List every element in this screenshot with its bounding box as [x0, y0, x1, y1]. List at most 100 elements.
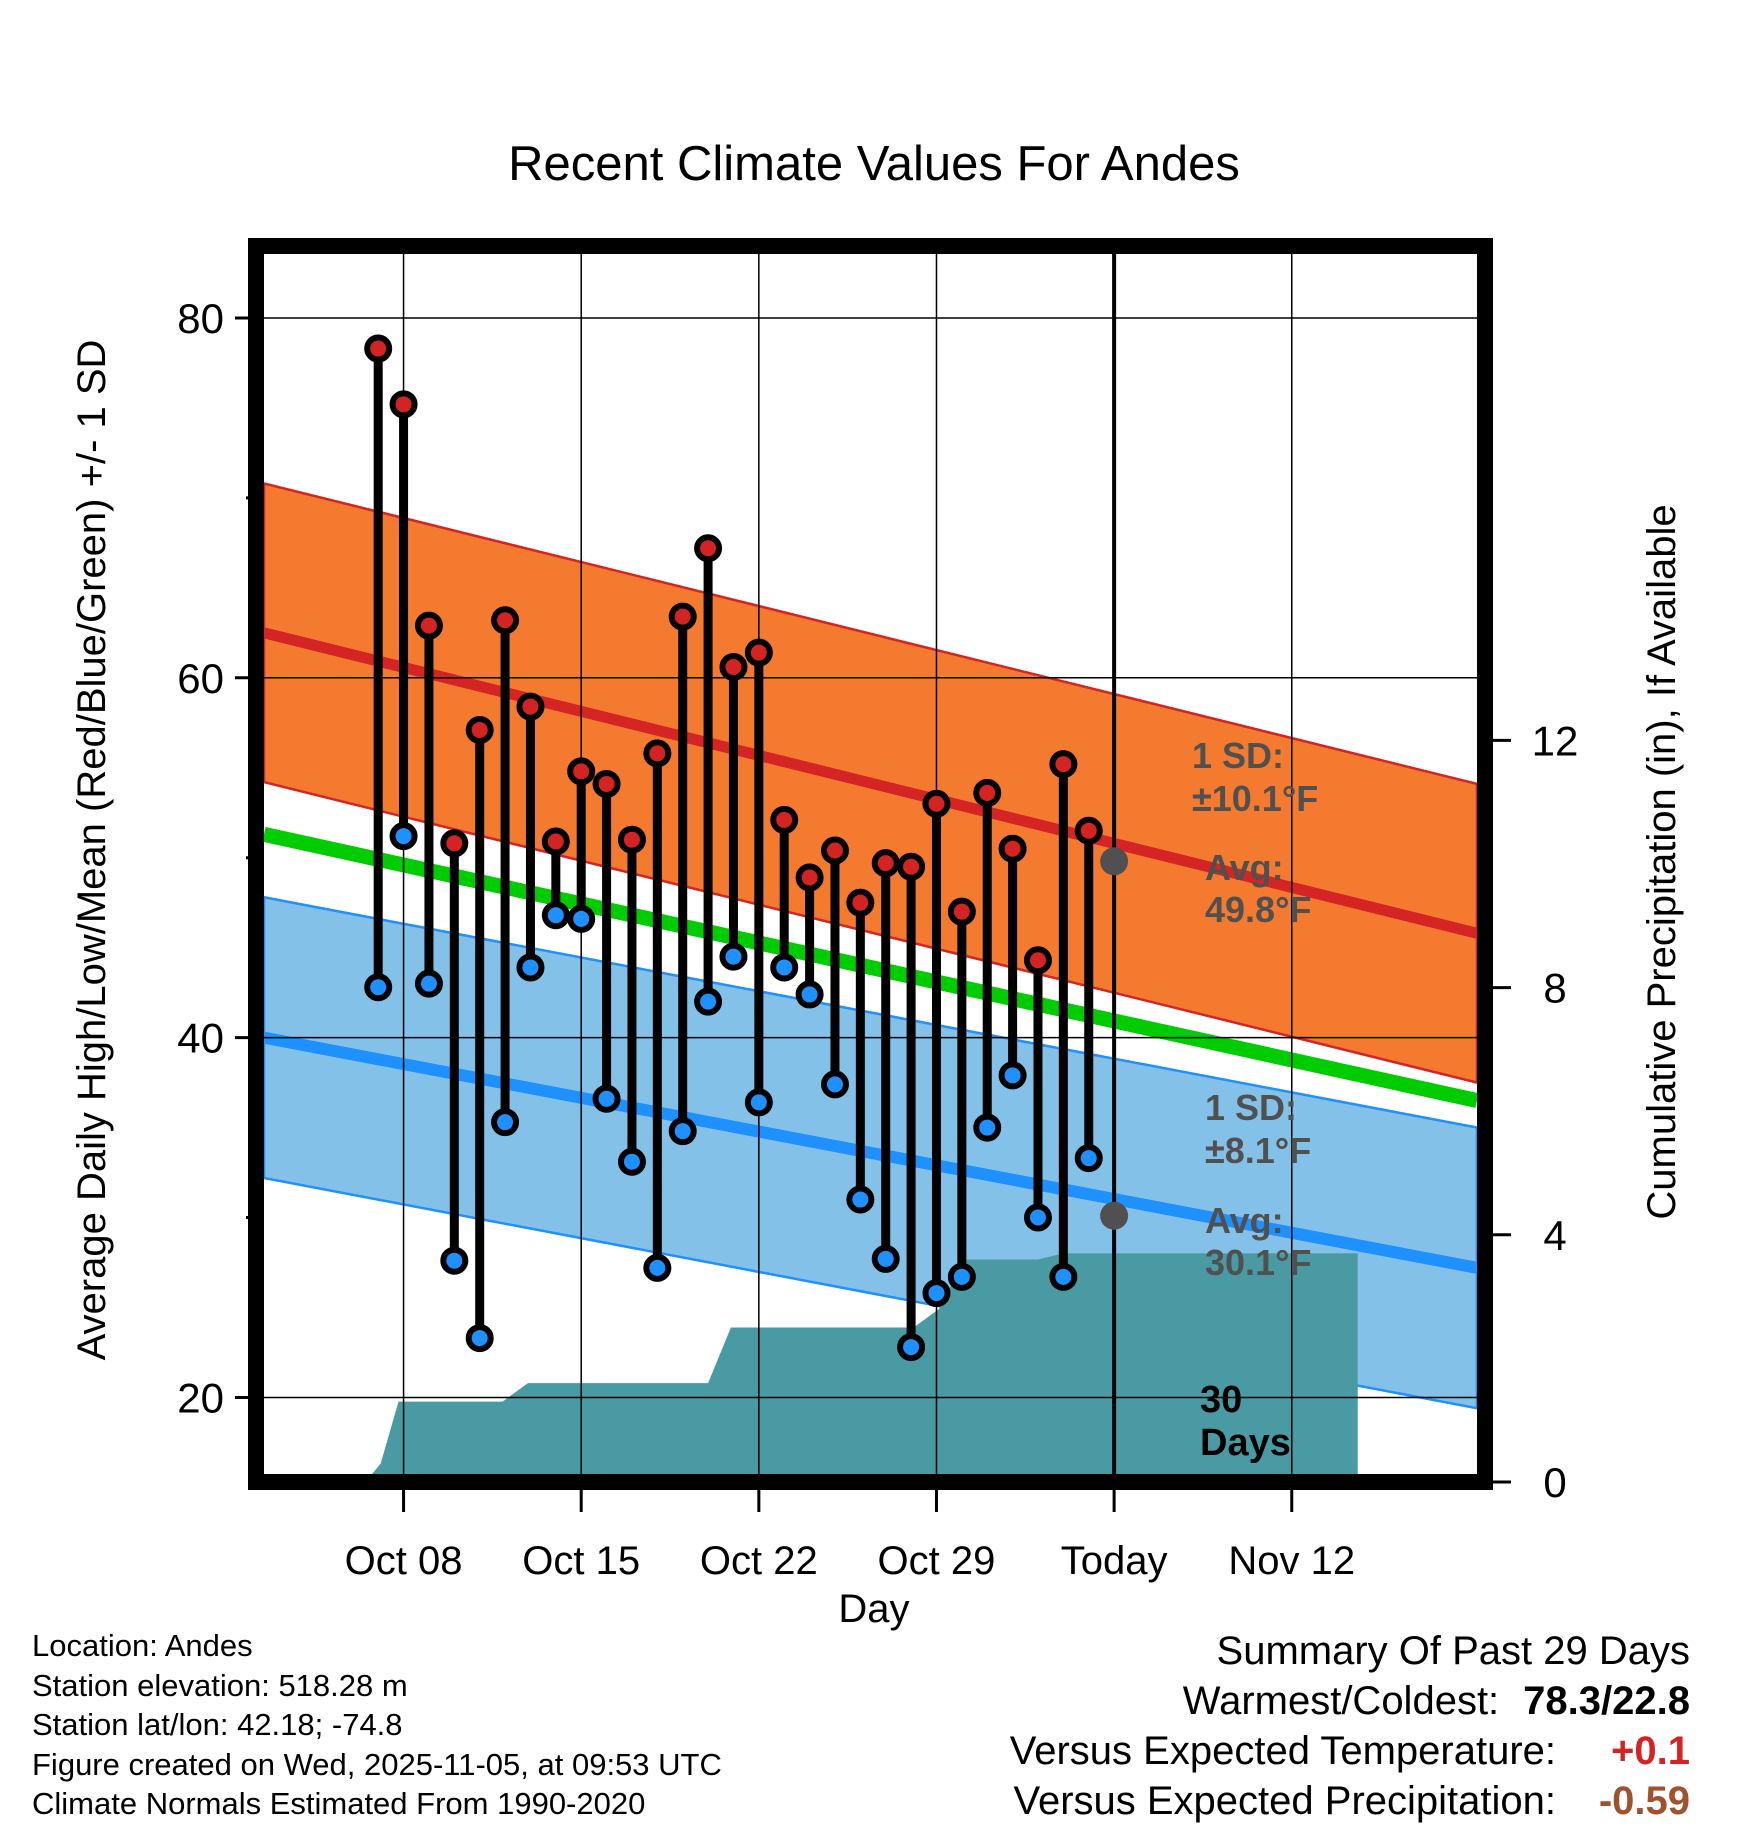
daily-high-point	[516, 692, 545, 721]
daily-high-point	[364, 334, 393, 363]
daily-low-point	[1074, 1144, 1103, 1173]
warmest-row: Warmest/Coldest: 78.3/22.8	[1010, 1676, 1690, 1726]
summary-heading: Summary Of Past 29 Days	[1216, 1629, 1690, 1673]
high-sd-value: ±10.1°F	[1192, 778, 1318, 819]
daily-low-point	[947, 1262, 976, 1291]
daily-low-point	[770, 953, 799, 982]
location-text: Location: Andes	[32, 1628, 253, 1663]
daily-high-point	[795, 863, 824, 892]
plot-frame	[248, 238, 1493, 1490]
precip-label: Versus Expected Precipitation:	[1013, 1779, 1556, 1823]
daily-low-point	[744, 1088, 773, 1117]
daily-high-point	[617, 825, 646, 854]
low-sd-label: 1 SD:	[1205, 1087, 1297, 1128]
daily-high-point	[389, 390, 418, 419]
daily-low-point	[922, 1279, 951, 1308]
y2-tick-label: 4	[1543, 1212, 1566, 1259]
temp-row: Versus Expected Temperature: +0.1	[1010, 1726, 1690, 1776]
daily-high-point	[770, 805, 799, 834]
daily-high-point	[440, 829, 469, 858]
normal-low-line	[264, 1031, 1477, 1274]
daily-low-point	[973, 1113, 1002, 1142]
y2-tick-label: 0	[1543, 1459, 1566, 1506]
normals-text: Climate Normals Estimated From 1990-2020	[32, 1786, 646, 1821]
y-tick-label: 20	[177, 1374, 224, 1421]
daily-low-point	[440, 1246, 469, 1275]
daily-low-point	[998, 1061, 1027, 1090]
station-info: Location: Andes Station elevation: 518.2…	[32, 1626, 722, 1824]
daily-low-point	[897, 1333, 926, 1362]
daily-low-point	[795, 980, 824, 1009]
daily-low-point	[389, 822, 418, 851]
period-unit: Days	[1200, 1422, 1291, 1464]
high-avg-value: 49.8°F	[1205, 889, 1311, 930]
x-tick-label: Oct 15	[522, 1539, 640, 1583]
y-axis-label: Average Daily High/Low/Mean (Red/Blue/Gr…	[70, 340, 114, 1361]
daily-high-point	[567, 757, 596, 786]
daily-high-point	[846, 888, 875, 917]
daily-high-point	[465, 715, 494, 744]
y2-tick-label: 8	[1543, 965, 1566, 1012]
daily-low-point	[719, 942, 748, 971]
daily-low-point	[592, 1084, 621, 1113]
daily-low-point	[617, 1147, 646, 1176]
y-tick-label: 60	[177, 655, 224, 702]
y2-tick-label: 12	[1532, 717, 1579, 764]
x-tick-label: Oct 22	[700, 1539, 818, 1583]
high-sd-label: 1 SD:	[1192, 735, 1284, 776]
daily-low-point	[491, 1108, 520, 1137]
summary-panel: Summary Of Past 29 Days Warmest/Coldest:…	[1010, 1626, 1690, 1826]
latlon-text: Station lat/lon: 42.18; -74.8	[32, 1707, 403, 1742]
today-low-avg-marker	[1100, 1201, 1129, 1230]
period-number: 30	[1200, 1379, 1242, 1421]
daily-low-point	[516, 953, 545, 982]
high-avg-label: Avg:	[1205, 847, 1284, 888]
x-tick-label: Today	[1061, 1539, 1168, 1583]
daily-low-point	[364, 973, 393, 1002]
daily-high-point	[694, 534, 723, 563]
daily-high-point	[1049, 750, 1078, 779]
daily-high-point	[719, 652, 748, 681]
daily-high-point	[1023, 946, 1052, 975]
daily-high-point	[668, 602, 697, 631]
normal-high-line	[264, 627, 1477, 939]
daily-high-point	[897, 852, 926, 881]
daily-high-point	[922, 789, 951, 818]
daily-low-point	[1049, 1262, 1078, 1291]
daily-high-point	[491, 606, 520, 635]
daily-high-point	[592, 769, 621, 798]
daily-low-point	[465, 1324, 494, 1353]
today-high-avg-marker	[1100, 847, 1129, 876]
daily-low-point	[820, 1070, 849, 1099]
temp-label: Versus Expected Temperature:	[1009, 1729, 1556, 1773]
daily-high-point	[820, 836, 849, 865]
x-tick-label: Oct 29	[878, 1539, 996, 1583]
daily-high-point	[871, 849, 900, 878]
created-text: Figure created on Wed, 2025-11-05, at 09…	[32, 1746, 722, 1782]
daily-low-point	[694, 987, 723, 1016]
daily-high-point	[541, 827, 570, 856]
normal-mean-line	[264, 826, 1477, 1108]
daily-high-point	[414, 611, 443, 640]
y-tick-label: 80	[177, 295, 224, 342]
daily-high-point	[1074, 816, 1103, 845]
precip-row: Versus Expected Precipitation: -0.59	[1010, 1776, 1690, 1826]
daily-low-point	[414, 969, 443, 998]
warmest-label: Warmest/Coldest:	[1182, 1679, 1500, 1723]
x-tick-label: Oct 08	[345, 1539, 463, 1583]
elevation-text: Station elevation: 518.28 m	[32, 1667, 408, 1703]
daily-high-point	[998, 834, 1027, 863]
daily-low-point	[668, 1117, 697, 1146]
daily-low-point	[567, 904, 596, 933]
daily-low-point	[846, 1185, 875, 1214]
x-axis-label: Day	[838, 1587, 909, 1631]
x-tick-label: Nov 12	[1228, 1539, 1355, 1583]
y2-axis-label: Cumulative Precipitation (in), If Availa…	[1640, 504, 1684, 1219]
precipitation-area	[289, 1253, 1358, 1482]
precip-value: -0.59	[1598, 1779, 1690, 1823]
low-avg-value: 30.1°F	[1205, 1242, 1311, 1283]
temp-value: +0.1	[1611, 1729, 1690, 1773]
y-tick-label: 40	[177, 1015, 224, 1062]
daily-high-point	[643, 739, 672, 768]
